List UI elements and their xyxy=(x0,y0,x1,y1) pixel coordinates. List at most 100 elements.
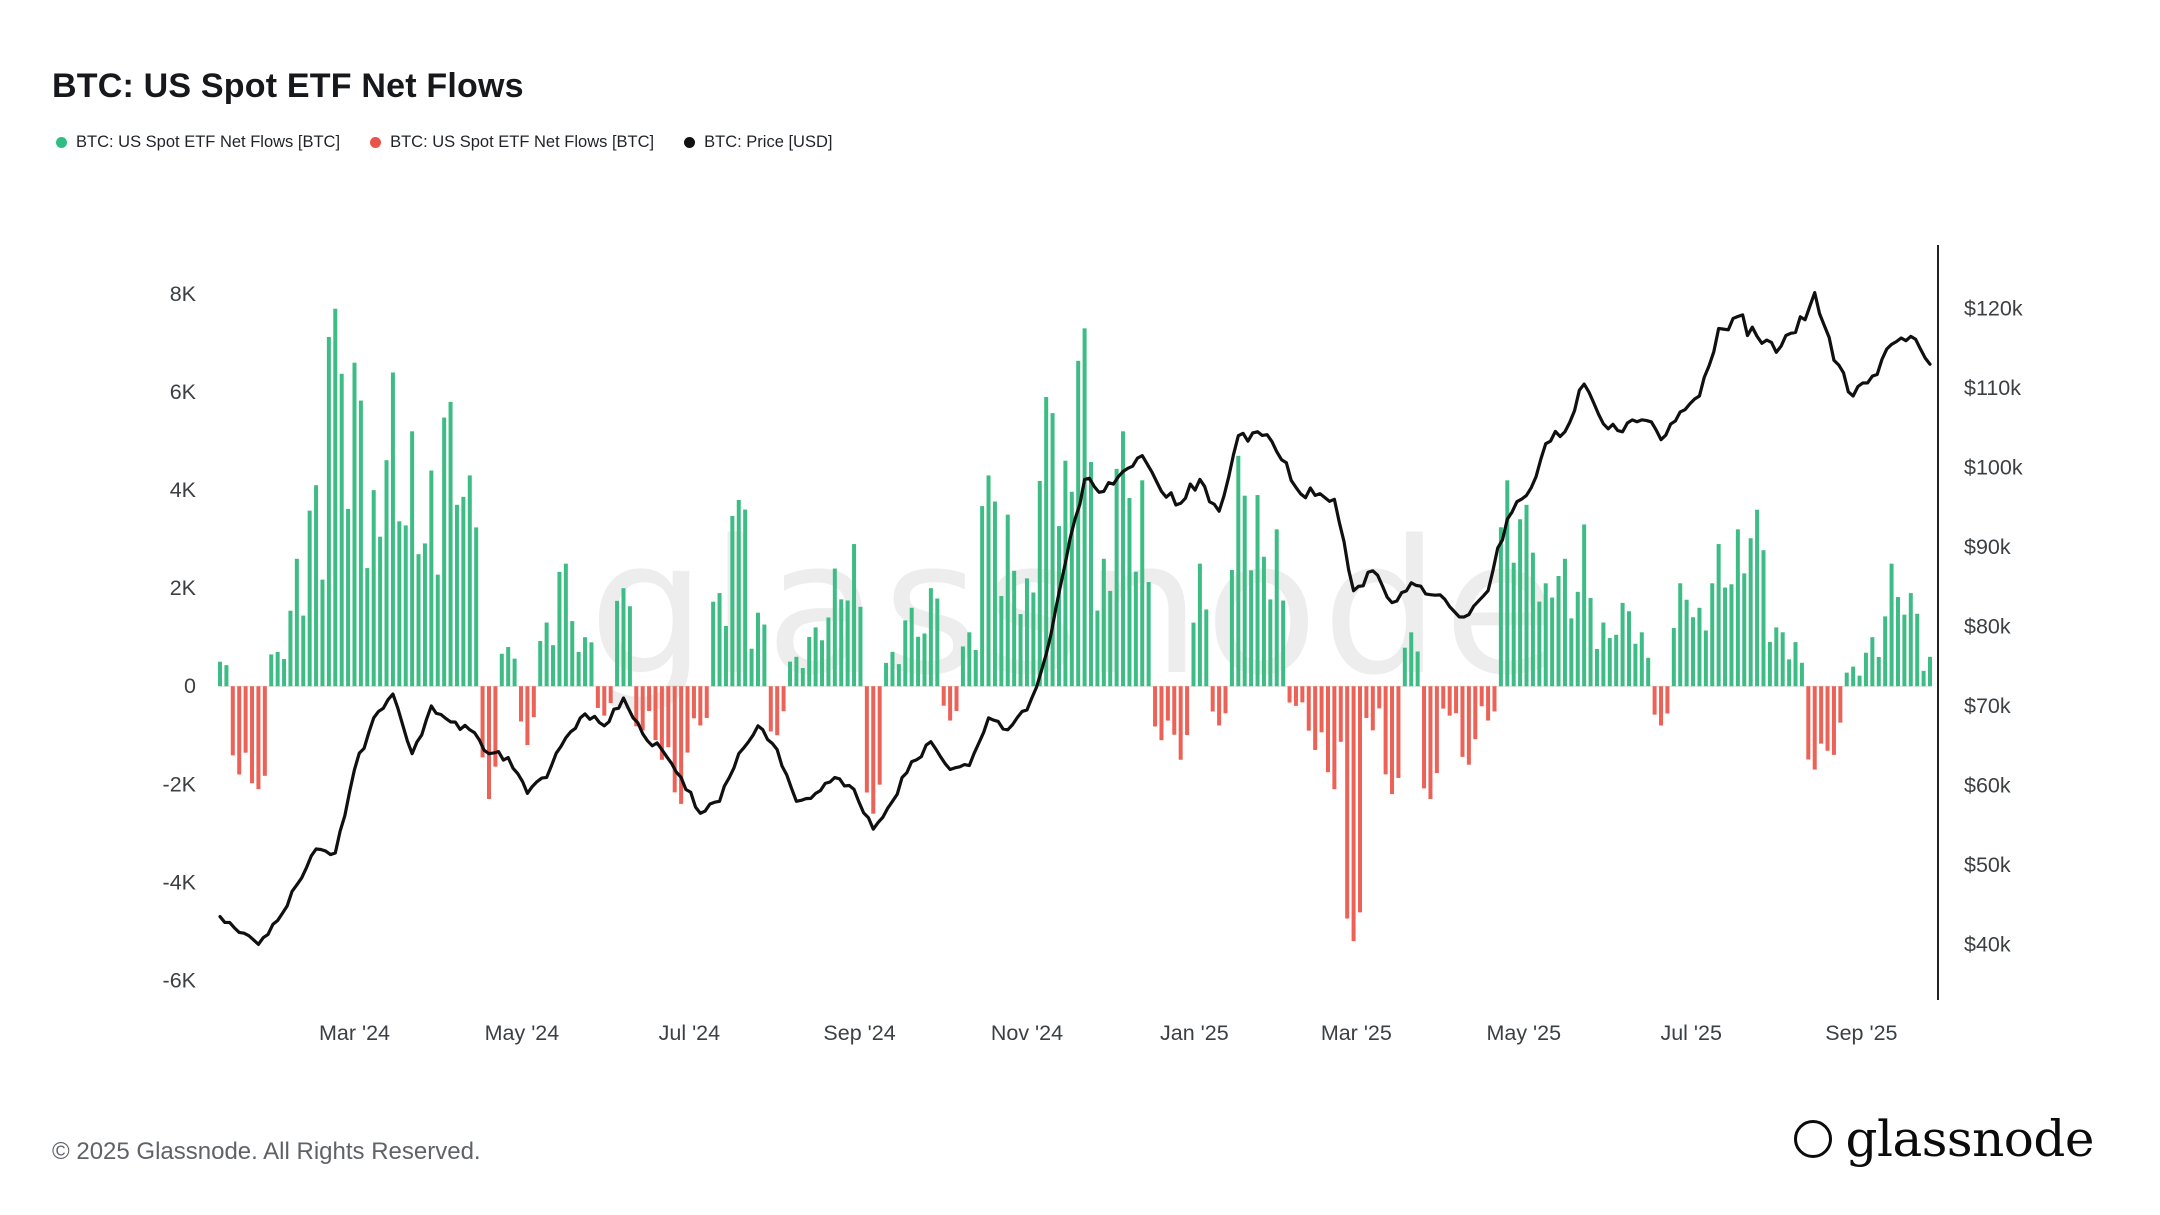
inflow-bar xyxy=(1229,569,1234,687)
legend-label: BTC: US Spot ETF Net Flows [BTC] xyxy=(390,133,655,151)
inflow-bar xyxy=(960,646,965,687)
outflow-bar xyxy=(480,686,485,758)
outflow-bar xyxy=(243,686,248,753)
copyright-text: © 2025 Glassnode. All Rights Reserved. xyxy=(52,1138,481,1165)
legend-dot-icon xyxy=(56,137,67,148)
outflow-bar xyxy=(602,686,607,716)
inflow-bar xyxy=(461,496,466,687)
outflow-bar xyxy=(1460,686,1465,757)
outflow-bar xyxy=(1338,686,1343,742)
inflow-bar xyxy=(1723,587,1728,687)
inflow-bar xyxy=(1402,647,1407,687)
inflow-bar xyxy=(800,668,805,687)
inflow-bar xyxy=(928,588,933,687)
watermark-text: glassnode xyxy=(589,500,1562,716)
outflow-bar xyxy=(1454,686,1459,714)
left-axis-tick-label: 6K xyxy=(170,380,197,404)
inflow-bar xyxy=(544,622,549,687)
inflow-bar xyxy=(832,568,837,687)
inflow-bar xyxy=(1409,632,1414,687)
outflow-bar xyxy=(1178,686,1183,760)
outflow-bar xyxy=(230,686,235,756)
inflow-bar xyxy=(755,612,760,687)
inflow-bar xyxy=(826,617,831,687)
inflow-bar xyxy=(1255,495,1260,687)
outflow-bar xyxy=(1370,686,1375,731)
inflow-bar xyxy=(1274,529,1279,687)
outflow-bar xyxy=(1441,686,1446,709)
legend-label: BTC: US Spot ETF Net Flows [BTC] xyxy=(76,133,341,151)
outflow-bar xyxy=(1159,686,1164,741)
inflow-bar xyxy=(563,563,568,687)
inflow-bar xyxy=(570,621,575,687)
inflow-bar xyxy=(1729,584,1734,687)
inflow-bar xyxy=(723,626,728,687)
outflow-bar xyxy=(256,686,261,790)
inflow-bar xyxy=(1857,675,1862,687)
outflow-bar xyxy=(1165,686,1170,721)
inflow-bar xyxy=(474,527,479,687)
inflow-bar xyxy=(794,656,799,687)
inflow-bar xyxy=(1415,651,1420,687)
netflow-bars xyxy=(218,308,1932,942)
inflow-bar xyxy=(1108,590,1113,687)
outflow-bar xyxy=(640,686,645,731)
inflow-bar xyxy=(1281,600,1286,687)
inflow-bar xyxy=(1037,481,1042,687)
inflow-bar xyxy=(410,431,415,687)
inflow-bar xyxy=(224,665,229,687)
outflow-bar xyxy=(768,686,773,732)
right-axis-tick-label: $100k xyxy=(1964,456,2023,480)
inflow-bar xyxy=(922,633,927,687)
inflow-bar xyxy=(909,607,914,687)
x-axis-tick-label: Jul '24 xyxy=(659,1021,721,1045)
inflow-bar xyxy=(333,308,338,687)
outflow-bar xyxy=(871,686,876,814)
inflow-bar xyxy=(986,475,991,687)
outflow-bar xyxy=(1447,686,1452,716)
x-axis-tick-label: Sep '25 xyxy=(1825,1021,1897,1045)
outflow-bar xyxy=(1479,686,1484,707)
inflow-bar xyxy=(288,610,293,687)
outflow-bar xyxy=(1659,686,1664,726)
outflow-bar xyxy=(1325,686,1330,773)
legend-item[interactable]: BTC: Price [USD] xyxy=(684,133,832,152)
inflow-bar xyxy=(551,645,556,687)
inflow-bar xyxy=(1588,598,1593,687)
outflow-bar xyxy=(1492,686,1497,712)
inflow-bar xyxy=(890,651,895,687)
outflow-bar xyxy=(1332,686,1337,790)
inflow-bar xyxy=(717,593,722,687)
outflow-bar xyxy=(1819,686,1824,744)
x-axis-tick-label: Jan '25 xyxy=(1160,1021,1229,1045)
price-line xyxy=(218,291,1932,946)
inflow-bar xyxy=(1044,396,1049,687)
inflow-bar xyxy=(1646,657,1651,687)
inflow-bar xyxy=(1505,480,1510,687)
outflow-bar xyxy=(1434,686,1439,774)
inflow-bar xyxy=(1620,602,1625,687)
inflow-bar xyxy=(1056,526,1061,687)
inflow-bar xyxy=(320,579,325,687)
right-axis-tick-label: $50k xyxy=(1964,853,2011,877)
right-axis-tick-label: $40k xyxy=(1964,932,2011,956)
outflow-bar xyxy=(1153,686,1158,727)
legend-item[interactable]: BTC: US Spot ETF Net Flows [BTC] xyxy=(56,133,340,152)
left-axis-tick-label: 2K xyxy=(170,576,197,600)
left-axis-tick-label: 4K xyxy=(170,478,197,502)
inflow-bar xyxy=(916,636,921,687)
x-axis-tick-label: Mar '25 xyxy=(1321,1021,1392,1045)
outflow-bar xyxy=(519,686,524,722)
inflow-bar xyxy=(378,536,383,687)
inflow-bar xyxy=(1511,562,1516,687)
outflow-bar xyxy=(647,686,652,712)
inflow-bar xyxy=(1889,563,1894,687)
inflow-bar xyxy=(1012,570,1017,687)
outflow-bar xyxy=(659,686,664,760)
legend-item[interactable]: BTC: US Spot ETF Net Flows [BTC] xyxy=(370,133,654,152)
inflow-bar xyxy=(1697,607,1702,687)
inflow-bar xyxy=(896,664,901,687)
right-axis-tick-label: $70k xyxy=(1964,694,2011,718)
inflow-bar xyxy=(1261,556,1266,687)
